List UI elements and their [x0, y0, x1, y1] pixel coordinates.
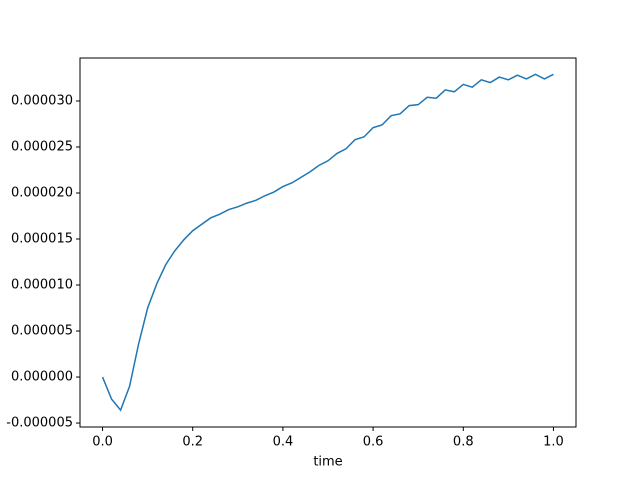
- y-tick-label: 0.000000: [11, 370, 73, 385]
- y-tick-label: 0.000030: [11, 93, 73, 108]
- y-tick-label: 0.000020: [11, 185, 73, 200]
- y-tick-label: 0.000015: [11, 232, 73, 247]
- x-tick-label: 0.6: [363, 435, 384, 450]
- x-tick-label: 1.0: [543, 435, 564, 450]
- x-tick-label: 0.2: [182, 435, 203, 450]
- line-series: [101, 73, 554, 412]
- y-tick-label: 0.000005: [11, 324, 73, 339]
- y-tick-label: 0.000025: [11, 139, 73, 154]
- y-tick-label: -0.000005: [6, 416, 73, 431]
- y-tick-label: 0.000010: [11, 278, 73, 293]
- x-tick-label: 0.8: [453, 435, 474, 450]
- x-axis-label: time: [313, 455, 342, 470]
- x-tick-label: 0.0: [92, 435, 113, 450]
- x-tick-label: 0.4: [273, 435, 294, 450]
- plot-frame: [79, 57, 577, 428]
